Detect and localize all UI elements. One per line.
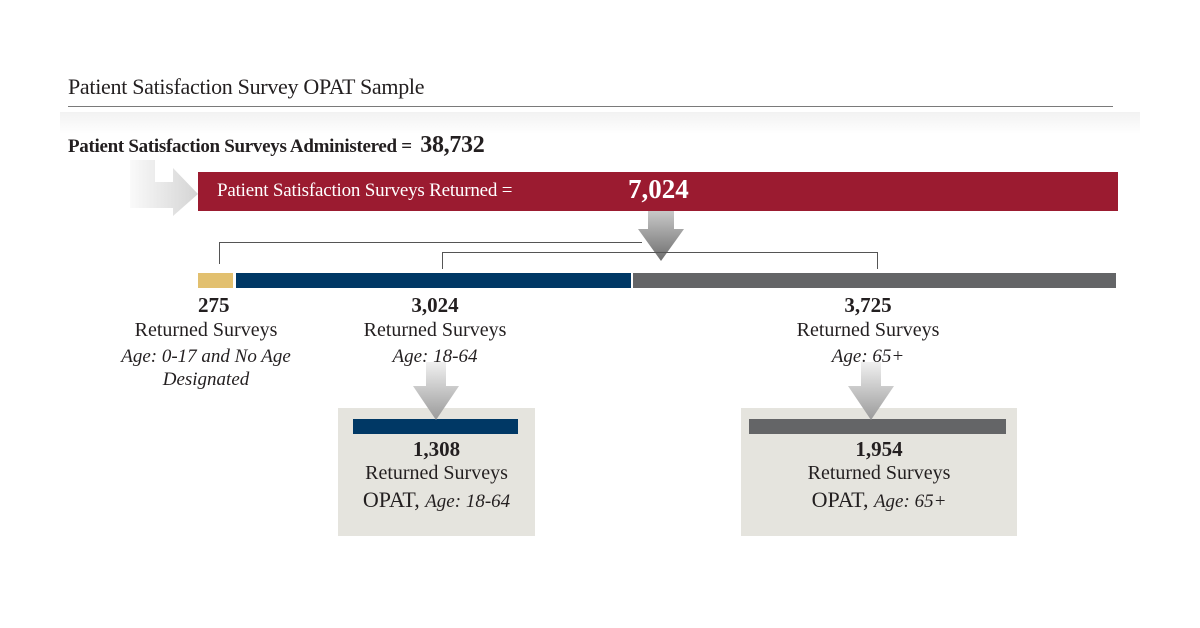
page-title: Patient Satisfaction Survey OPAT Sample	[68, 74, 425, 99]
administered-label: Patient Satisfaction Surveys Administere…	[68, 136, 412, 157]
segment-age-65-plus	[633, 273, 1116, 288]
opat-age: Age: 65+	[873, 491, 947, 512]
segment-age-0-17	[198, 273, 233, 288]
group-age: Age: 0-17 and No Age	[121, 346, 291, 367]
bracket-line	[219, 242, 220, 264]
group-label-0-17: 275 Returned Surveys Age: 0-17 and No Ag…	[96, 293, 316, 391]
group-label: Returned Surveys	[363, 319, 507, 341]
returned-bar	[198, 172, 1118, 211]
opat-age: Age: 18-64	[425, 491, 511, 512]
opat-count: 1,954	[855, 437, 903, 461]
opat-count: 1,308	[412, 437, 461, 461]
group-count: 3,725	[844, 293, 892, 317]
returned-value: 7,024	[628, 174, 689, 204]
returned-label: Patient Satisfaction Surveys Returned =	[217, 180, 513, 201]
down-arrow-icon	[413, 362, 459, 420]
down-arrow-icon	[638, 211, 684, 261]
group-age: Age: 65+	[831, 346, 905, 367]
group-label: Returned Surveys	[796, 319, 940, 341]
elbow-arrow-icon	[130, 160, 198, 216]
opat-box-65-plus: 1,954 Returned Surveys OPAT, Age: 65+	[741, 408, 1017, 536]
title-divider	[68, 106, 1113, 107]
bracket-line	[219, 242, 642, 243]
bracket-line	[442, 252, 878, 253]
group-label-65-plus: 3,725 Returned Surveys Age: 65+	[758, 293, 978, 368]
group-count: 275	[198, 293, 230, 317]
opat-label: Returned Surveys	[807, 462, 951, 484]
opat-label: Returned Surveys	[365, 462, 508, 484]
opat-bar	[749, 419, 1006, 434]
opat-box-18-64: 1,308 Returned Surveys OPAT, Age: 18-64	[338, 408, 535, 536]
administered-value: 38,732	[420, 132, 485, 158]
group-count: 3,024	[411, 293, 459, 317]
group-label-18-64: 3,024 Returned Surveys Age: 18-64	[325, 293, 545, 368]
opat-bar	[353, 419, 518, 434]
group-age-2: Designated	[162, 369, 250, 390]
down-arrow-icon	[848, 362, 894, 420]
group-label: Returned Surveys	[134, 319, 278, 341]
opat-prefix: OPAT,	[811, 487, 869, 512]
shadow-band	[60, 112, 1140, 134]
segment-age-18-64	[236, 273, 631, 288]
bracket-line	[442, 252, 443, 269]
administered-line: Patient Satisfaction Surveys Administere…	[68, 132, 485, 159]
group-age: Age: 18-64	[392, 346, 478, 367]
bracket-line	[877, 252, 878, 269]
opat-prefix: OPAT,	[362, 487, 420, 512]
